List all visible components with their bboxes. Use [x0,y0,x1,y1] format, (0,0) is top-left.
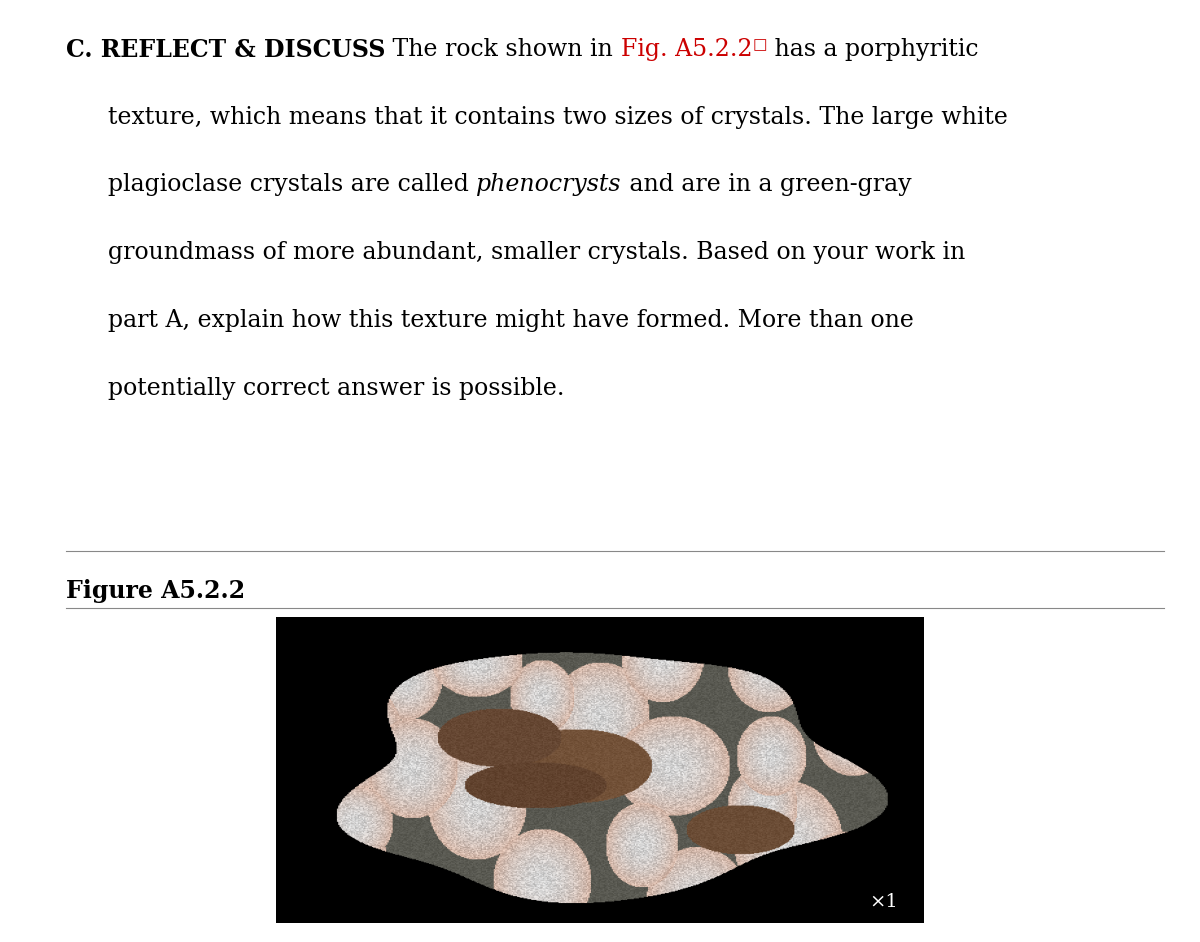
Text: has a porphyritic: has a porphyritic [767,38,978,60]
Text: Figure A5.2.2: Figure A5.2.2 [66,579,245,603]
Text: □: □ [752,38,767,52]
Text: phenocrysts: phenocrysts [476,173,622,196]
Text: part A, explain how this texture might have formed. More than one: part A, explain how this texture might h… [108,309,914,332]
Text: The rock shown in: The rock shown in [385,38,620,60]
Text: Fig. A5.2.2: Fig. A5.2.2 [620,38,752,60]
Text: and are in a green-gray: and are in a green-gray [622,173,912,196]
Text: plagioclase crystals are called: plagioclase crystals are called [108,173,476,196]
Text: texture, which means that it contains two sizes of crystals. The large white: texture, which means that it contains tw… [108,106,1008,128]
Text: potentially correct answer is possible.: potentially correct answer is possible. [108,377,564,399]
Text: ×1: ×1 [869,893,898,911]
Text: C. REFLECT & DISCUSS: C. REFLECT & DISCUSS [66,38,385,61]
Text: groundmass of more abundant, smaller crystals. Based on your work in: groundmass of more abundant, smaller cry… [108,241,965,264]
